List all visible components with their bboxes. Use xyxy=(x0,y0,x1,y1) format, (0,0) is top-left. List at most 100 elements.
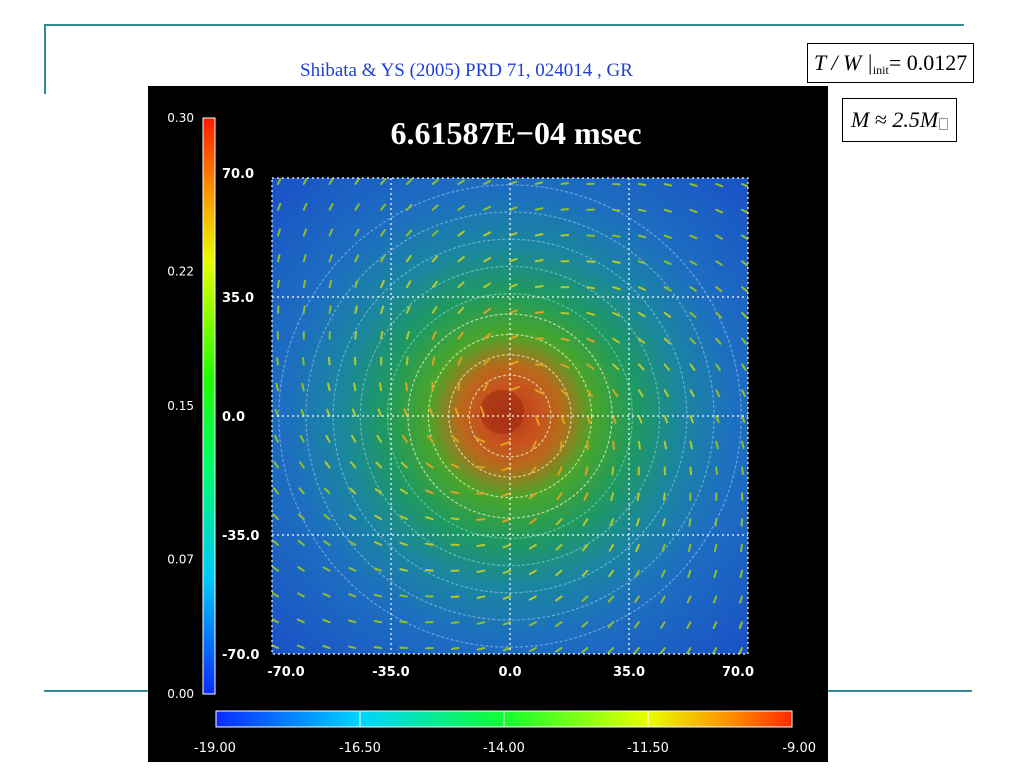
velocity-arrow xyxy=(534,181,544,185)
velocity-arrow xyxy=(354,203,360,211)
velocity-arrow xyxy=(401,434,408,443)
velocity-arrow xyxy=(502,647,511,652)
velocity-arrow xyxy=(715,415,720,424)
velocity-arrow xyxy=(528,492,537,500)
velocity-arrow xyxy=(534,207,544,211)
velocity-arrow xyxy=(689,183,698,187)
x-tick-label: -35.0 xyxy=(372,665,409,680)
velocity-arrow xyxy=(323,487,331,495)
velocity-arrow xyxy=(328,305,332,314)
velocity-arrow xyxy=(713,543,718,553)
velocity-arrow xyxy=(274,434,279,443)
velocity-arrow xyxy=(399,488,408,495)
log-density-tick-label: -19.00 xyxy=(194,741,236,756)
velocity-arrow xyxy=(502,621,511,626)
velocity-arrow xyxy=(715,363,721,371)
velocity-arrow xyxy=(741,208,748,214)
velocity-arrow xyxy=(457,230,465,237)
velocity-arrow xyxy=(326,408,331,417)
velocity-arrow xyxy=(637,286,647,291)
velocity-arrow xyxy=(555,621,563,627)
velocity-arrow xyxy=(715,337,722,345)
velocity-arrow xyxy=(297,513,305,521)
velocity-arrow xyxy=(483,307,492,314)
velocity-arrow xyxy=(534,415,541,426)
plot-axis-labels: -70.0 -35.0 0.0 35.0 70.0 70.0 35.0 0.0 -35.0 -70… xyxy=(222,167,754,680)
velocity-arrow xyxy=(277,202,282,211)
velocity-arrow xyxy=(741,234,748,240)
velocity-arrow xyxy=(509,385,520,392)
velocity-arrow xyxy=(454,407,460,417)
velocity-arrow xyxy=(581,569,589,577)
velocity-arrow xyxy=(322,618,331,624)
velocity-arrow xyxy=(661,543,666,553)
velocity-arrow xyxy=(277,279,280,289)
velocity-arrow xyxy=(611,466,615,476)
velocity-arrow xyxy=(610,492,615,502)
velocity-arrow xyxy=(380,254,386,263)
velocity-arrow xyxy=(483,282,492,289)
y-tick-label: 35.0 xyxy=(222,291,254,306)
plot-grid xyxy=(271,177,749,655)
velocity-arrow xyxy=(302,305,306,314)
velocity-arrow xyxy=(272,644,279,649)
eq1-lhs: T / W | xyxy=(814,50,873,75)
velocity-arrow xyxy=(509,360,519,366)
x-tick-label: 0.0 xyxy=(498,665,521,680)
velocity-arrow xyxy=(373,541,383,546)
velocity-arrow xyxy=(560,311,570,315)
velocity-arrow xyxy=(662,518,666,527)
velocity-arrow xyxy=(277,254,281,263)
velocity-arrow xyxy=(534,389,545,395)
velocity-arrow xyxy=(450,595,460,598)
velocity-arrow xyxy=(560,234,570,237)
velocity-arrow xyxy=(582,518,589,527)
density-tick-label: 0.07 xyxy=(167,553,194,567)
velocity-arrow xyxy=(584,466,589,476)
velocity-arrow xyxy=(712,647,718,654)
velocity-arrow xyxy=(483,180,492,185)
velocity-arrow xyxy=(272,487,279,495)
log-density-colorbar-ticks: -19.00 -16.50 -14.00 -11.50 -9.00 xyxy=(194,711,816,756)
velocity-arrow xyxy=(502,569,511,575)
velocity-arrow xyxy=(457,381,461,392)
velocity-arrow xyxy=(741,311,748,319)
velocity-arrow xyxy=(429,407,434,417)
velocity-arrow xyxy=(431,229,439,237)
velocity-arrow xyxy=(738,647,743,654)
velocity-arrow xyxy=(272,592,279,598)
velocity-arrow xyxy=(637,208,647,213)
velocity-arrow xyxy=(555,543,563,551)
velocity-arrow xyxy=(405,305,411,314)
velocity-arrow xyxy=(302,178,308,185)
velocity-arrow xyxy=(634,595,640,603)
velocity-arrow xyxy=(476,595,486,599)
velocity-arrow xyxy=(298,487,305,495)
velocity-arrow xyxy=(637,415,643,424)
velocity-arrow xyxy=(380,305,385,314)
velocity-arrow xyxy=(322,592,331,598)
log-density-tick-label: -9.00 xyxy=(782,741,816,756)
velocity-arrow xyxy=(324,461,331,469)
velocity-arrow xyxy=(659,647,666,654)
velocity-arrow xyxy=(378,382,383,392)
mass-equation: M ≈ 2.5M xyxy=(842,98,958,142)
velocity-arrow xyxy=(712,595,718,604)
velocity-arrow xyxy=(272,565,279,572)
velocity-arrow xyxy=(405,254,412,263)
velocity-arrow xyxy=(740,543,743,553)
velocity-arrow xyxy=(633,647,640,654)
velocity-arrow xyxy=(457,331,464,340)
velocity-arrow xyxy=(457,256,465,263)
velocity-arrow xyxy=(450,647,460,650)
velocity-arrow xyxy=(612,260,621,264)
velocity-arrow xyxy=(689,260,698,266)
log-density-tick-label: -11.50 xyxy=(627,741,669,756)
y-tick-label: 0.0 xyxy=(222,410,245,425)
velocity-arrow xyxy=(637,363,645,371)
velocity-arrow xyxy=(405,330,410,340)
velocity-arrow xyxy=(715,234,723,240)
y-tick-label: -70.0 xyxy=(222,648,259,663)
velocity-arrow xyxy=(502,595,511,600)
velocity-arrow xyxy=(399,594,408,598)
